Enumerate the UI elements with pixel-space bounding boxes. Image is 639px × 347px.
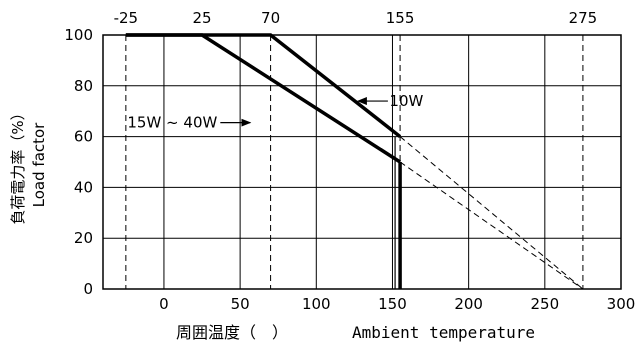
x-axis-label-ja: 周囲温度（ ） xyxy=(176,323,288,342)
y-tick-label: 60 xyxy=(74,128,93,146)
top-tick-label: 155 xyxy=(386,9,415,27)
top-tick-label: 70 xyxy=(261,9,280,27)
x-tick-label: 200 xyxy=(454,295,483,313)
grid xyxy=(103,35,621,289)
y-tick-label: 20 xyxy=(74,229,93,247)
plot-border xyxy=(102,34,622,290)
y-tick-label: 80 xyxy=(74,77,93,95)
x-axis-label-en: Ambient temperature xyxy=(352,323,535,342)
x-tick-label: 250 xyxy=(531,295,560,313)
y-tick-label: 100 xyxy=(64,26,93,44)
top-tick-label: 275 xyxy=(569,9,598,27)
y-axis-label-en: Load factor xyxy=(30,122,48,208)
x-tick-label: 150 xyxy=(378,295,407,313)
y-axis-label-ja: 負荷電力率（%） xyxy=(9,105,27,224)
dashed-extension-0 xyxy=(399,136,584,290)
series-line-1 xyxy=(125,33,402,164)
x-tick-label: 100 xyxy=(302,295,331,313)
tick-labels: 0 50 100 150 200 250 300 -25 25 70 155 275 0 20 40 60 80… xyxy=(64,9,635,313)
x-tick-label: 300 xyxy=(607,295,636,313)
annotations: 10W 15W ~ 40W xyxy=(127,92,423,132)
x-tick-label: 0 xyxy=(159,295,169,313)
dashed-extension-1 xyxy=(399,161,584,290)
plot-frame xyxy=(102,34,622,290)
annotation-10w: 10W xyxy=(389,92,423,110)
y-tick-label: 0 xyxy=(83,280,93,298)
top-tick-label: -25 xyxy=(114,9,139,27)
annotation-15w-40w: 15W ~ 40W xyxy=(127,114,217,132)
y-tick-label: 40 xyxy=(74,178,93,196)
x-tick-label: 50 xyxy=(231,295,250,313)
series-lines xyxy=(125,33,402,289)
reference-lines xyxy=(125,35,584,290)
top-tick-label: 25 xyxy=(192,9,211,27)
